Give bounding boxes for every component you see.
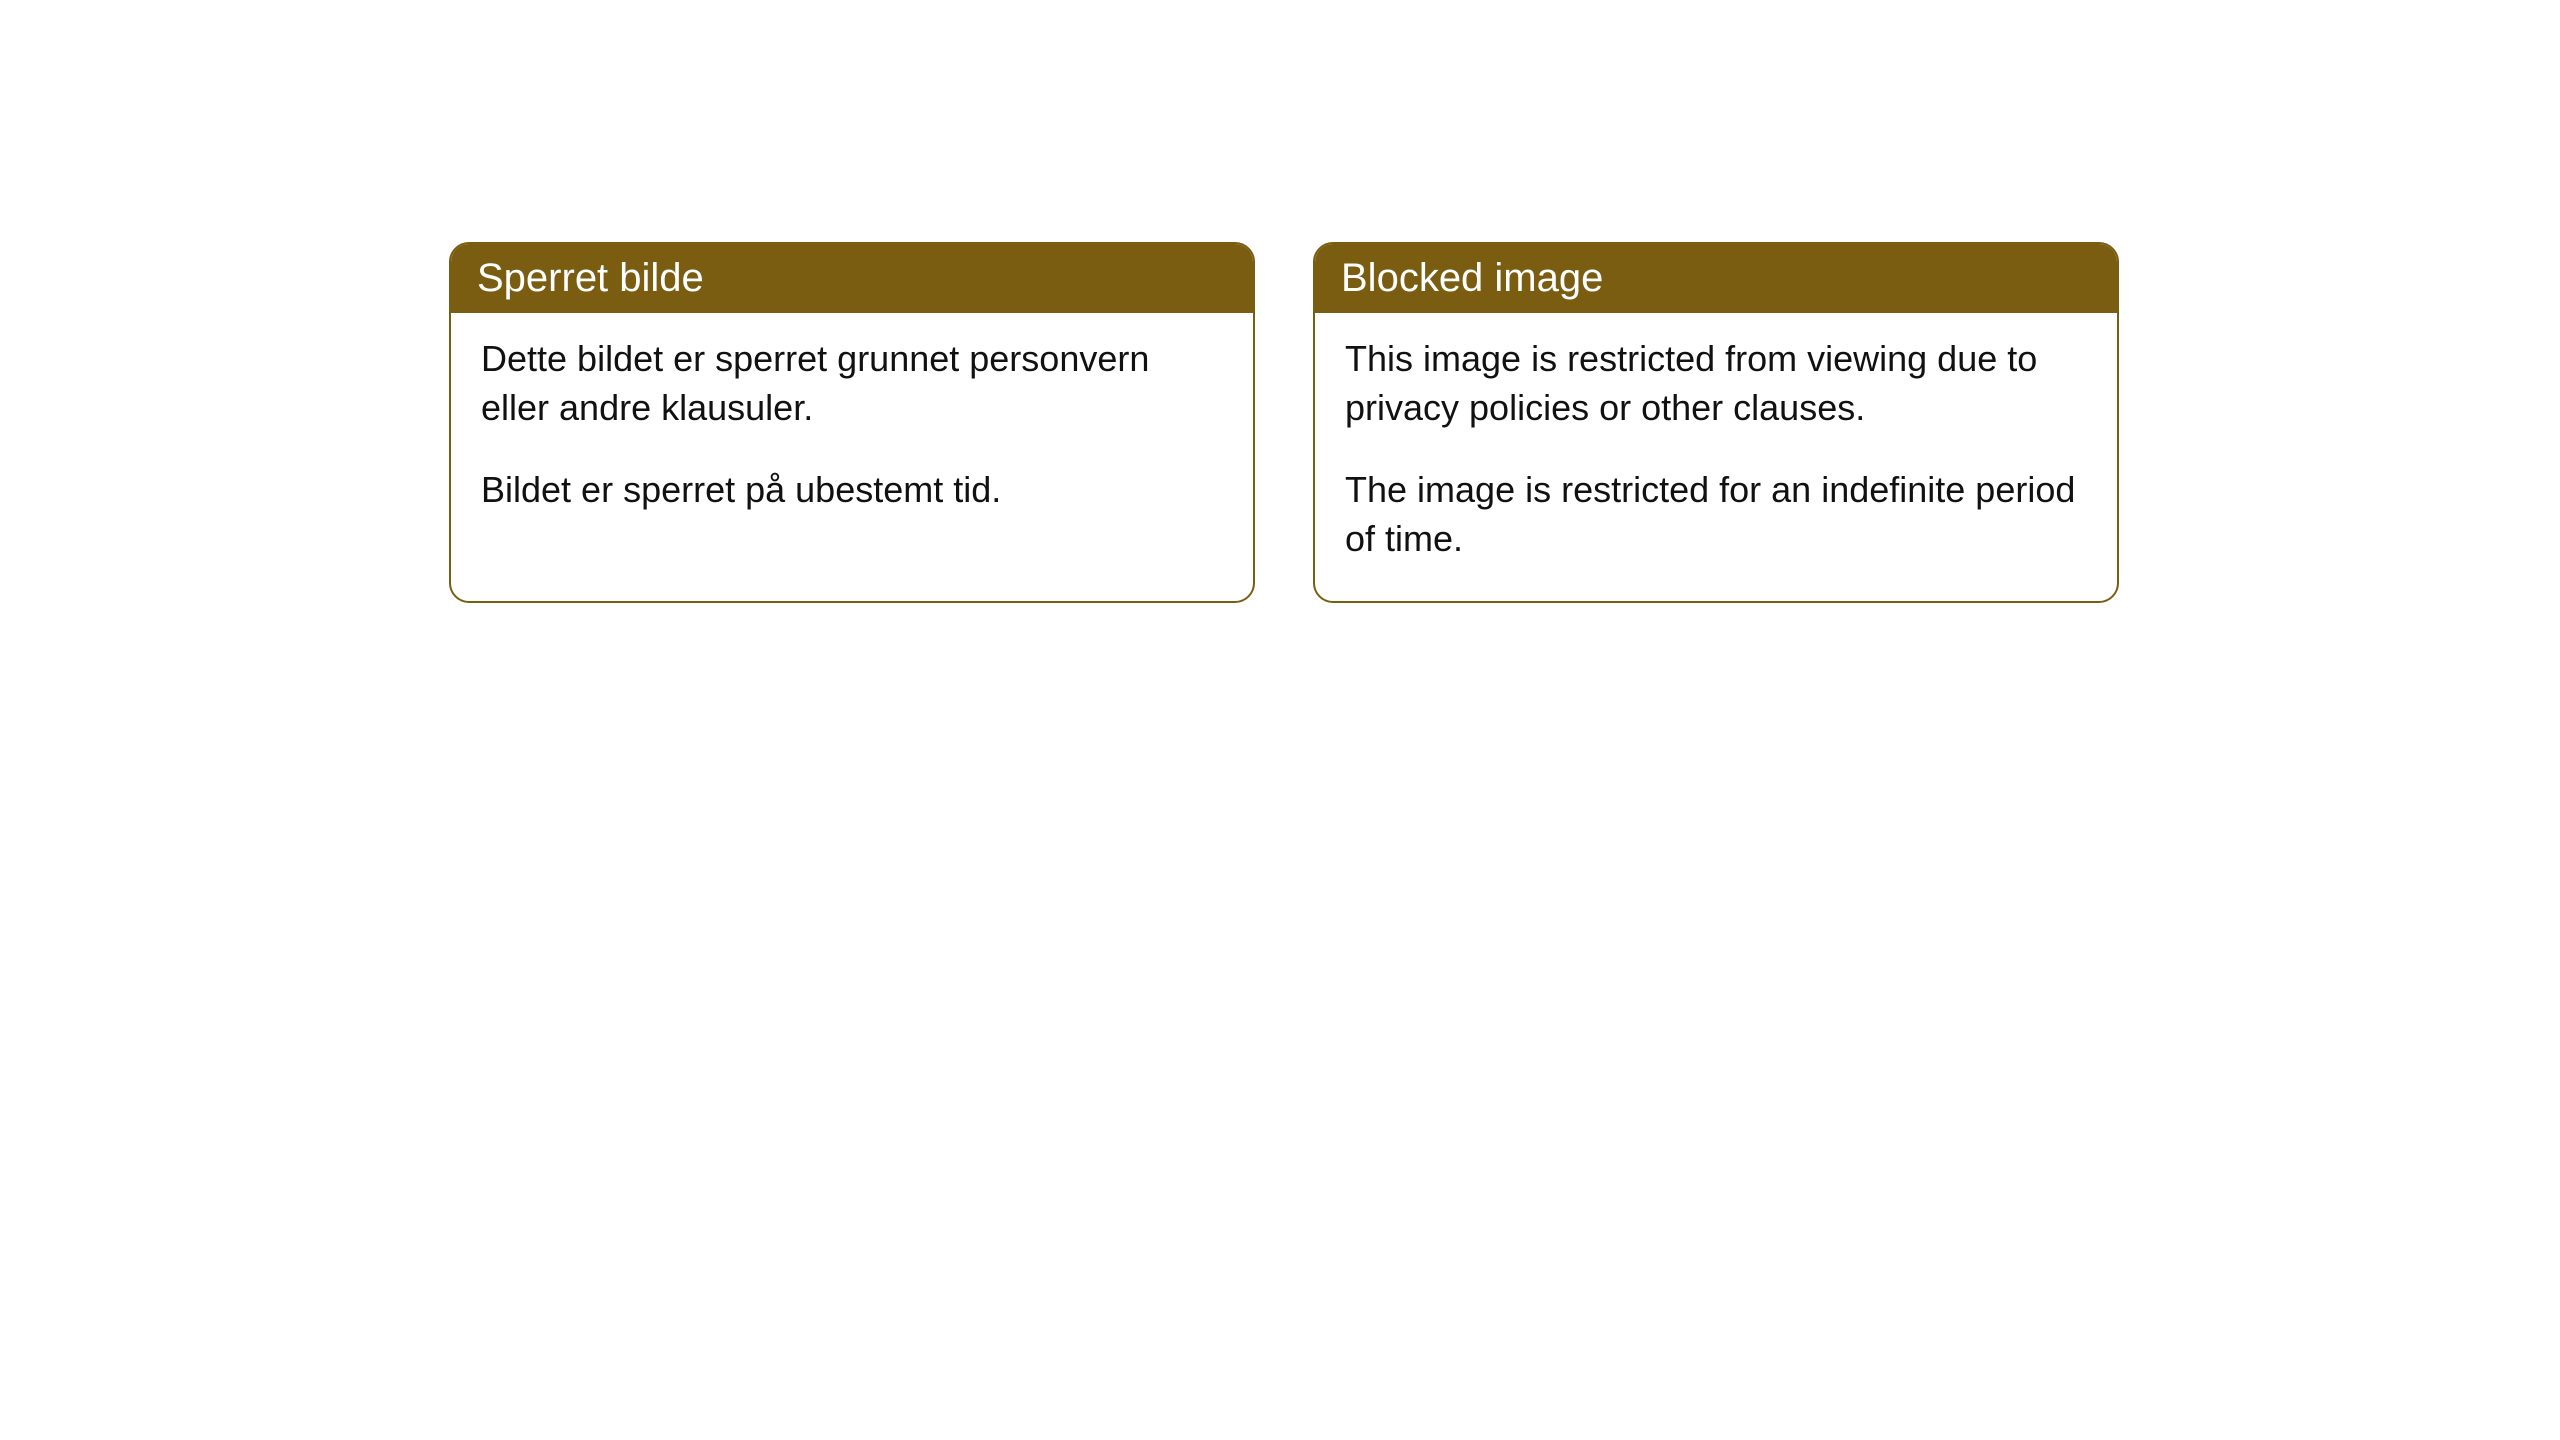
card-title-no: Sperret bilde [477,256,704,300]
card-para2-no: Bildet er sperret på ubestemt tid. [481,466,1223,515]
cards-container: Sperret bilde Dette bildet er sperret gr… [0,0,2560,603]
blocked-image-card-no: Sperret bilde Dette bildet er sperret gr… [449,242,1255,603]
card-body-en: This image is restricted from viewing du… [1315,313,2117,601]
card-header-en: Blocked image [1315,244,2117,313]
card-para2-en: The image is restricted for an indefinit… [1345,466,2087,563]
blocked-image-card-en: Blocked image This image is restricted f… [1313,242,2119,603]
card-para1-en: This image is restricted from viewing du… [1345,335,2087,432]
card-body-no: Dette bildet er sperret grunnet personve… [451,313,1253,553]
card-title-en: Blocked image [1341,256,1603,300]
card-header-no: Sperret bilde [451,244,1253,313]
card-para1-no: Dette bildet er sperret grunnet personve… [481,335,1223,432]
